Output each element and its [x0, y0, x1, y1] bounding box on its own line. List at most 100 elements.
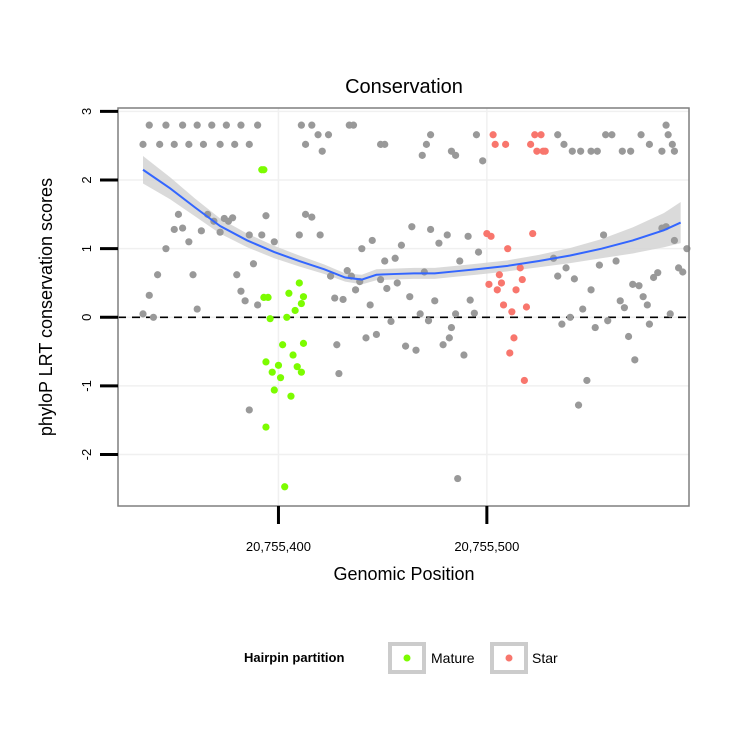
point-other	[426, 131, 435, 139]
point-other	[245, 231, 253, 239]
point-other	[208, 121, 216, 129]
point-mature	[287, 392, 295, 400]
point-other	[566, 313, 574, 321]
point-other	[245, 406, 253, 414]
point-other	[579, 305, 587, 313]
point-other	[668, 140, 676, 148]
point-other	[295, 231, 303, 239]
point-other	[270, 238, 278, 246]
point-star	[495, 271, 503, 279]
point-mature	[295, 279, 303, 287]
point-mature	[297, 299, 305, 308]
legend-label-star: Star	[532, 650, 558, 666]
y-tick-label: -2	[79, 449, 94, 461]
point-other	[297, 121, 305, 129]
point-other	[193, 121, 201, 129]
point-other	[139, 310, 147, 318]
point-other	[654, 269, 662, 277]
point-other	[670, 236, 679, 245]
point-mature	[283, 313, 291, 321]
point-star	[502, 140, 510, 148]
point-mature	[260, 166, 268, 174]
point-mature	[299, 339, 308, 347]
x-axis-title: Genomic Position	[333, 564, 474, 584]
point-other	[185, 238, 193, 246]
point-other	[645, 320, 654, 328]
point-other	[418, 151, 426, 159]
point-other	[591, 323, 599, 332]
point-mature	[285, 289, 293, 297]
point-other	[474, 248, 483, 256]
point-other	[193, 305, 201, 313]
point-other	[156, 140, 164, 148]
point-other	[258, 231, 266, 239]
point-other	[301, 140, 310, 148]
point-other	[189, 271, 197, 279]
point-other	[381, 257, 389, 265]
legend-title: Hairpin partition	[244, 650, 344, 665]
point-other	[314, 131, 322, 139]
point-other	[318, 147, 326, 155]
point-mature	[289, 351, 297, 359]
point-other	[308, 213, 316, 221]
point-other	[595, 261, 603, 269]
y-tick-label: -1	[79, 380, 94, 392]
point-star	[504, 245, 512, 253]
point-other	[376, 275, 385, 284]
point-other	[639, 293, 647, 301]
point-other	[262, 212, 270, 220]
point-other	[587, 286, 595, 294]
point-other	[670, 147, 679, 155]
plot-area	[117, 107, 691, 507]
smooth-line	[142, 168, 682, 281]
point-star	[487, 232, 495, 240]
point-other	[199, 140, 208, 148]
point-other	[316, 231, 324, 239]
point-mature	[264, 293, 272, 301]
point-other	[324, 131, 333, 139]
point-other	[139, 140, 147, 148]
point-other	[664, 131, 672, 139]
point-other	[349, 121, 358, 129]
point-other	[562, 264, 570, 272]
point-star	[485, 280, 493, 288]
point-other	[629, 280, 637, 288]
point-other	[387, 317, 395, 326]
point-other	[326, 272, 335, 280]
legend-mature-marker	[403, 654, 411, 662]
point-star	[510, 334, 518, 342]
point-other	[301, 210, 310, 218]
point-other	[608, 131, 616, 139]
point-other	[604, 317, 612, 325]
point-star	[491, 140, 499, 148]
point-other	[593, 147, 601, 155]
point-other	[162, 121, 170, 129]
point-other	[645, 140, 654, 148]
point-other	[216, 140, 224, 148]
point-other	[658, 147, 666, 155]
point-star	[508, 308, 516, 316]
legend-key-mature	[388, 642, 426, 674]
point-other	[443, 231, 451, 239]
point-mature	[299, 293, 308, 301]
point-other	[627, 147, 635, 155]
point-other	[216, 228, 224, 236]
point-other	[445, 334, 453, 342]
point-other	[254, 301, 262, 309]
point-other	[339, 295, 347, 304]
point-other	[179, 224, 187, 232]
point-other	[422, 140, 431, 148]
point-star	[493, 286, 501, 294]
point-other	[383, 284, 391, 293]
point-star	[499, 301, 508, 309]
point-other	[587, 147, 595, 155]
point-other	[185, 140, 193, 148]
point-star	[531, 131, 539, 139]
chart-title: Conservation	[345, 76, 463, 98]
point-star	[497, 279, 506, 287]
point-other	[643, 301, 651, 309]
point-other	[612, 257, 620, 265]
point-other	[599, 231, 608, 239]
y-tick-label: 2	[79, 176, 94, 183]
point-mature	[291, 306, 299, 315]
